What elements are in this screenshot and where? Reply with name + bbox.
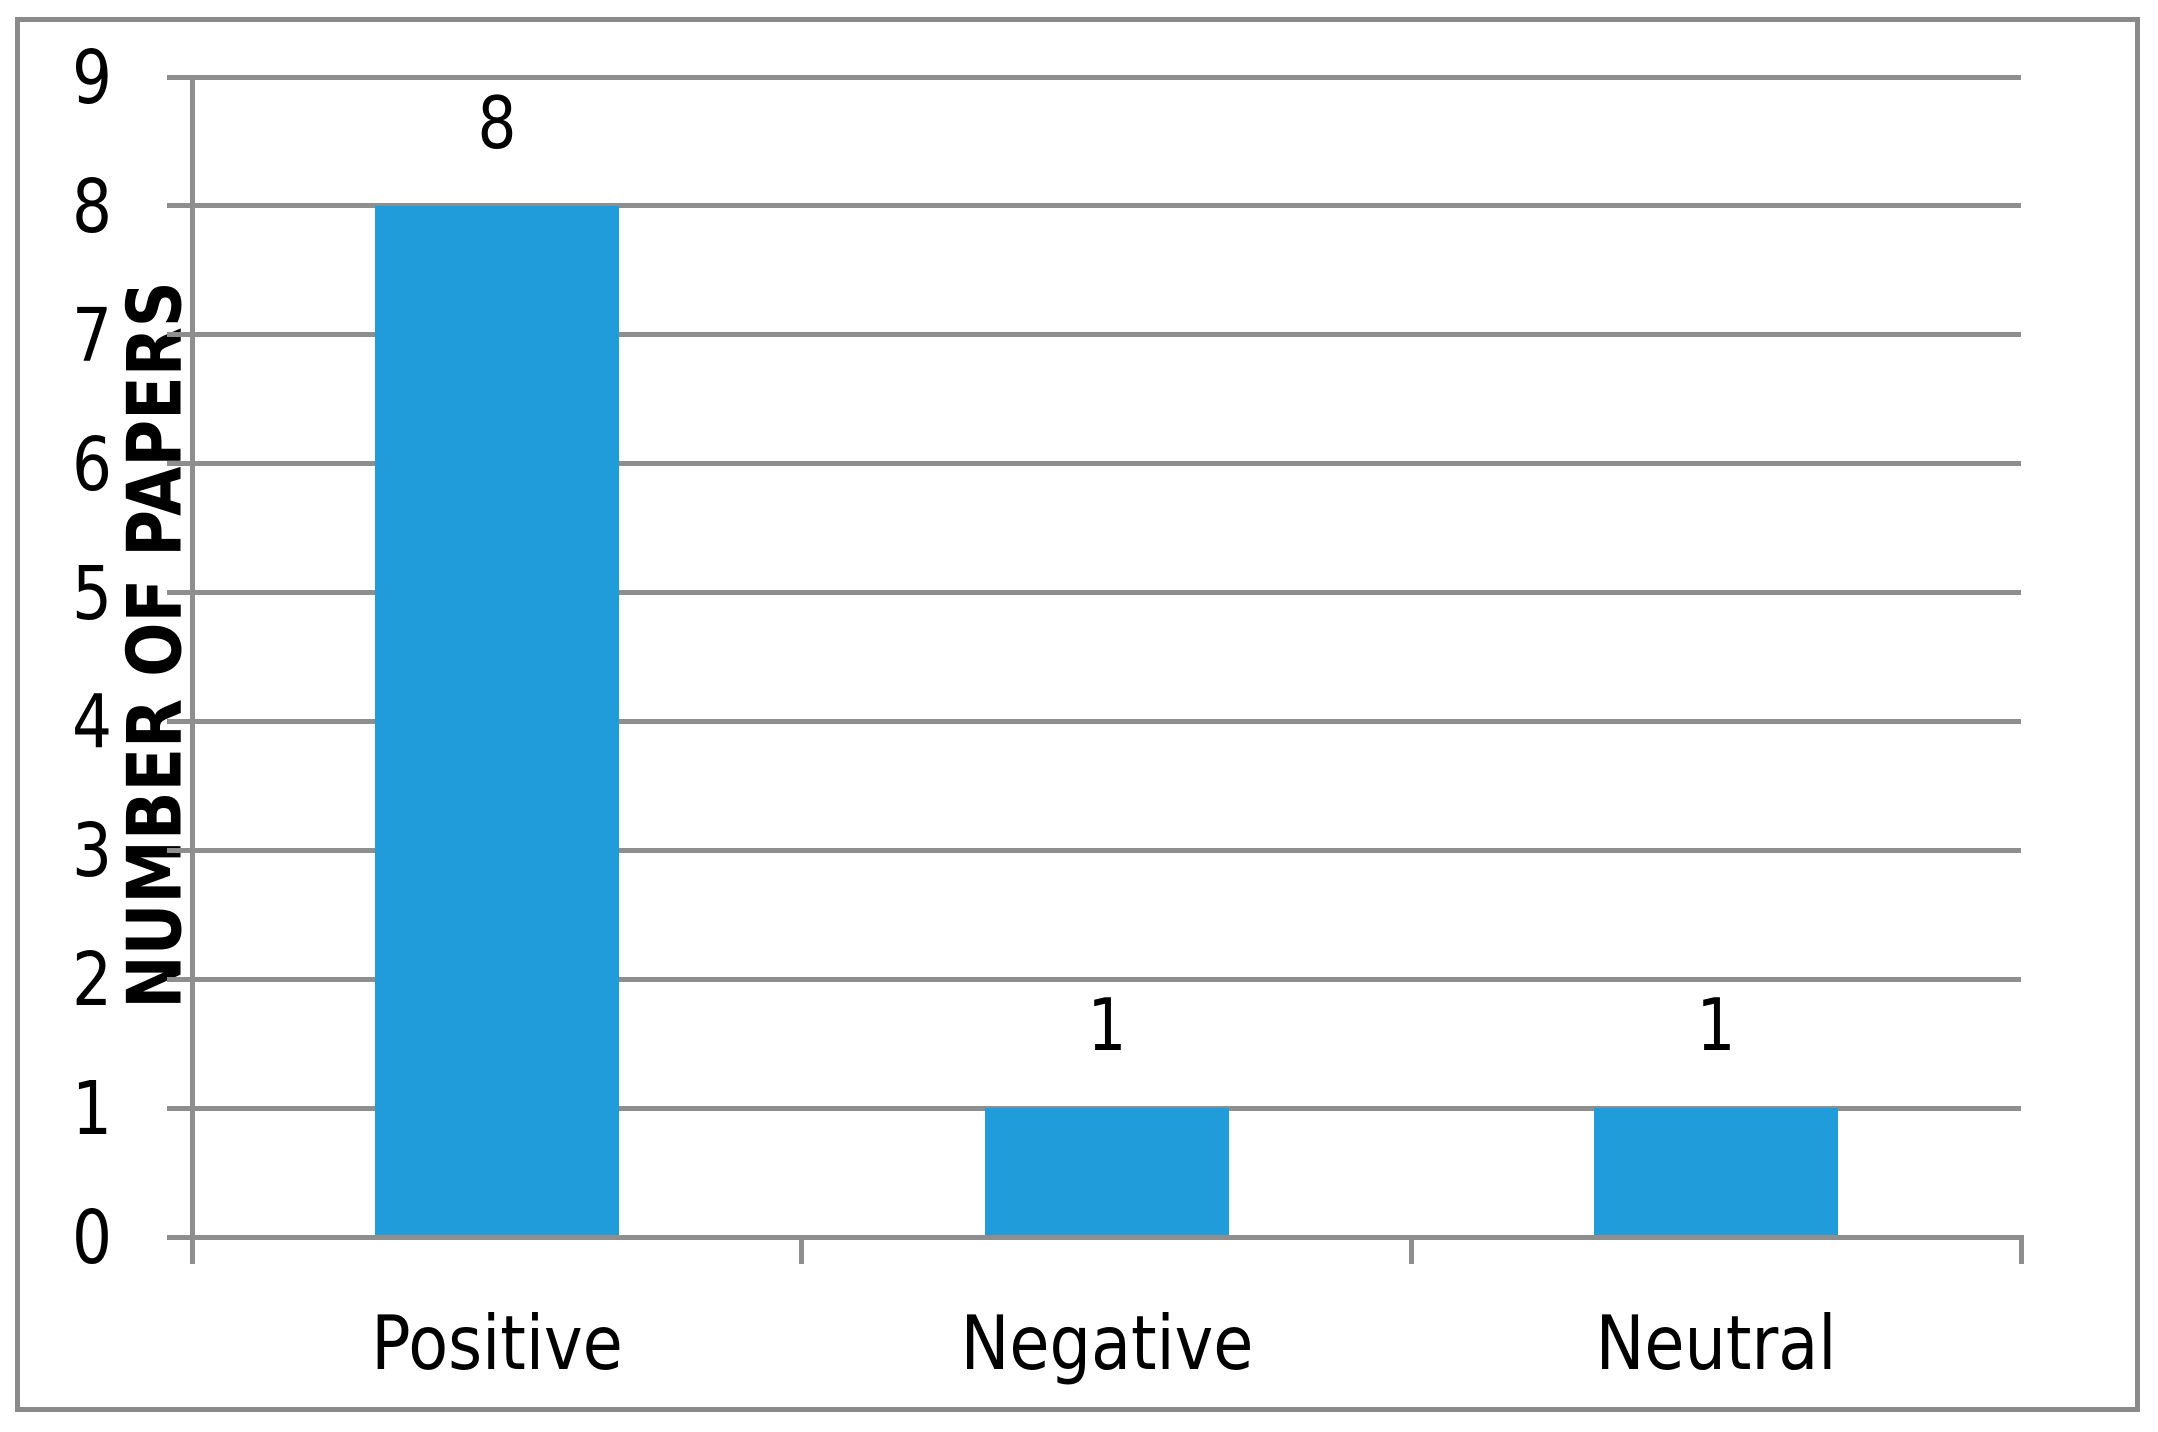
y-axis-line: [190, 75, 195, 1264]
bar-negative: [985, 1108, 1229, 1235]
y-tick-label-9: 9: [71, 35, 112, 121]
gridline-y-2: [167, 977, 2021, 982]
bar-value-label-neutral: 1: [1696, 983, 1736, 1067]
y-axis-title: NUMBER OF PAPERS: [110, 281, 199, 1009]
gridline-y-3: [167, 848, 2021, 853]
x-axis-tick-1: [799, 1235, 804, 1264]
y-tick-label-8: 8: [71, 164, 112, 250]
chart-outer-border: [15, 17, 2140, 1412]
x-axis-label-neutral: Neutral: [1595, 1299, 1837, 1387]
bar-value-label-positive: 8: [477, 81, 517, 165]
gridline-y-4: [167, 719, 2021, 724]
y-tick-label-3: 3: [71, 808, 112, 894]
gridline-y-5: [167, 590, 2021, 595]
gridline-y-6: [167, 461, 2021, 466]
bar-positive: [375, 206, 619, 1235]
x-axis-label-positive: Positive: [371, 1299, 623, 1387]
y-tick-label-1: 1: [71, 1066, 112, 1152]
y-tick-label-4: 4: [71, 679, 112, 765]
x-axis-tick-2: [1409, 1235, 1414, 1264]
bar-value-label-negative: 1: [1087, 983, 1127, 1067]
gridline-y-9: [167, 75, 2021, 80]
gridline-y-8: [167, 203, 2021, 208]
y-tick-label-6: 6: [71, 422, 112, 508]
y-tick-label-5: 5: [71, 551, 112, 637]
y-tick-label-7: 7: [71, 293, 112, 379]
y-tick-label-2: 2: [71, 937, 112, 1023]
y-tick-label-0: 0: [71, 1195, 112, 1281]
x-axis-label-negative: Negative: [960, 1299, 1254, 1387]
x-axis-line: [167, 1235, 2021, 1240]
bar-neutral: [1594, 1108, 1838, 1235]
x-axis-tick-3: [2019, 1235, 2024, 1264]
gridline-y-7: [167, 332, 2021, 337]
